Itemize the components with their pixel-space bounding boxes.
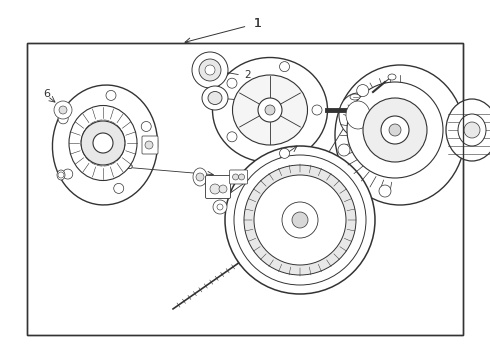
Ellipse shape	[254, 175, 346, 265]
Circle shape	[196, 173, 204, 181]
Circle shape	[106, 90, 116, 100]
Text: 2: 2	[245, 70, 251, 80]
Ellipse shape	[202, 86, 228, 110]
Circle shape	[58, 172, 64, 178]
Bar	[27, 43, 463, 335]
Circle shape	[227, 132, 237, 142]
Ellipse shape	[458, 114, 486, 146]
Circle shape	[379, 185, 391, 197]
Ellipse shape	[69, 105, 137, 180]
Circle shape	[205, 65, 215, 75]
Text: 5: 5	[126, 161, 133, 171]
FancyBboxPatch shape	[229, 170, 247, 184]
Ellipse shape	[350, 94, 360, 100]
Circle shape	[357, 85, 368, 96]
Circle shape	[141, 121, 151, 131]
Ellipse shape	[446, 99, 490, 161]
Ellipse shape	[244, 165, 356, 275]
Circle shape	[347, 82, 443, 178]
Text: 1: 1	[253, 17, 261, 30]
Bar	[27, 43, 463, 335]
Text: 4: 4	[222, 189, 229, 199]
Ellipse shape	[57, 170, 65, 180]
Circle shape	[59, 106, 67, 114]
Ellipse shape	[213, 58, 327, 162]
Circle shape	[58, 114, 68, 124]
Circle shape	[312, 105, 322, 115]
Circle shape	[219, 185, 227, 193]
Text: 6: 6	[43, 89, 50, 99]
FancyBboxPatch shape	[205, 175, 230, 198]
Circle shape	[279, 62, 290, 72]
Ellipse shape	[208, 91, 222, 104]
Circle shape	[227, 78, 237, 88]
Circle shape	[381, 116, 409, 144]
Circle shape	[338, 144, 350, 156]
Circle shape	[210, 184, 220, 194]
FancyBboxPatch shape	[142, 136, 158, 154]
Circle shape	[114, 183, 124, 193]
Circle shape	[233, 174, 239, 180]
Ellipse shape	[232, 75, 308, 145]
Circle shape	[54, 101, 72, 119]
Ellipse shape	[339, 93, 377, 137]
Circle shape	[464, 122, 480, 138]
Circle shape	[217, 204, 223, 210]
Circle shape	[239, 174, 245, 180]
Circle shape	[258, 98, 282, 122]
Text: 2: 2	[303, 186, 310, 196]
Circle shape	[389, 124, 401, 136]
Ellipse shape	[335, 65, 465, 205]
Circle shape	[63, 169, 73, 179]
Ellipse shape	[388, 74, 396, 80]
Circle shape	[363, 98, 427, 162]
Circle shape	[213, 200, 227, 214]
Circle shape	[265, 105, 275, 115]
Ellipse shape	[234, 155, 366, 285]
Ellipse shape	[52, 85, 158, 205]
Circle shape	[145, 141, 153, 149]
Circle shape	[279, 148, 290, 158]
Ellipse shape	[193, 168, 207, 186]
Text: 1: 1	[253, 17, 261, 30]
Ellipse shape	[346, 101, 370, 129]
Circle shape	[199, 59, 221, 81]
Circle shape	[93, 133, 113, 153]
Text: 3: 3	[245, 95, 251, 105]
Circle shape	[81, 121, 125, 165]
Circle shape	[192, 52, 228, 88]
Circle shape	[292, 212, 308, 228]
Circle shape	[282, 202, 318, 238]
Ellipse shape	[225, 146, 375, 294]
